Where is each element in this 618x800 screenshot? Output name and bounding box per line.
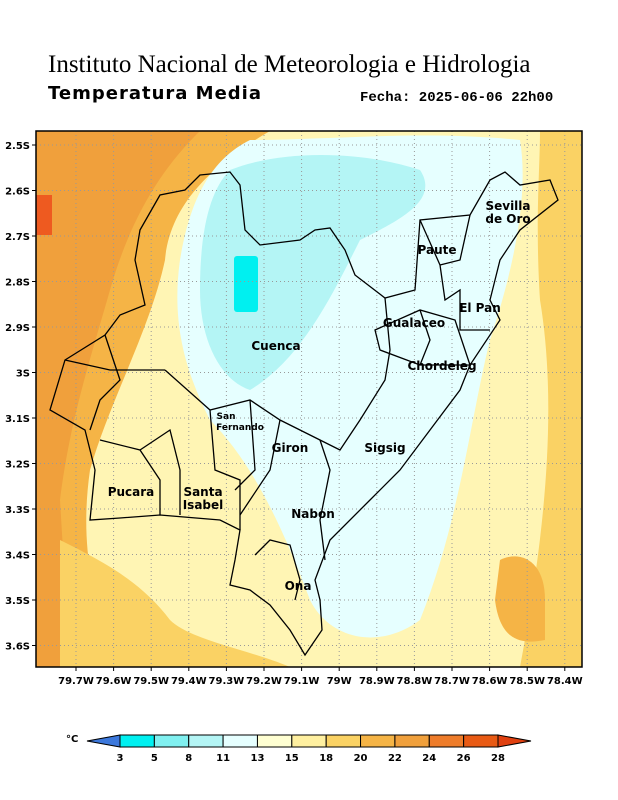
date: Fecha: 2025-06-06 22h00 xyxy=(360,90,553,106)
lon-label: 78.4W xyxy=(547,676,583,687)
subtitle: Temperatura Media xyxy=(48,83,262,104)
lon-label: 79.2W xyxy=(246,676,282,687)
colorbar-label: 26 xyxy=(457,753,471,764)
boundaries xyxy=(49,171,559,657)
lat-label: 3.4S xyxy=(5,551,30,562)
lat-label: 2.6S xyxy=(5,187,30,198)
lat-label: 3.1S xyxy=(5,414,30,425)
region-label: El Pan xyxy=(459,301,501,315)
region-label: Pucara xyxy=(108,485,155,499)
region-label: Chordeleg xyxy=(407,359,476,373)
region-label: San xyxy=(217,412,236,422)
colorbar-label: 24 xyxy=(422,753,436,764)
lon-label: 79.5W xyxy=(133,676,169,687)
colorbar-unit: °C xyxy=(66,734,78,745)
colorbar-label: 20 xyxy=(354,753,368,764)
colorbar-box xyxy=(222,734,258,748)
colorbar-box xyxy=(291,734,327,748)
colorbar-label: 11 xyxy=(216,753,230,764)
lat-label: 2.8S xyxy=(5,278,30,289)
colorbar-label: 5 xyxy=(151,753,158,764)
region-label: Santa xyxy=(183,485,222,499)
colorbar-arrow xyxy=(86,734,121,748)
region-label: Giron xyxy=(272,441,309,455)
colorbar-box xyxy=(119,734,155,748)
lat-label: 2.9S xyxy=(5,323,30,334)
colorbar-label: 13 xyxy=(250,753,264,764)
lat-label: 3.2S xyxy=(5,460,30,471)
colorbar-label: 15 xyxy=(285,753,299,764)
lat-label: 3.6S xyxy=(5,642,30,653)
colorbar-box xyxy=(256,734,293,748)
lat-label: 2.5S xyxy=(5,141,30,152)
region-label: Sevilla xyxy=(485,199,530,213)
colorbar-box xyxy=(428,734,465,748)
colorbar-label: 22 xyxy=(388,753,402,764)
lon-label: 78.6W xyxy=(472,676,508,687)
colorbar-box xyxy=(188,734,224,748)
lon-label: 79.7W xyxy=(58,676,94,687)
title: Instituto Nacional de Meteorologia e Hid… xyxy=(48,51,531,78)
colorbar-box xyxy=(360,734,396,748)
lon-label: 79.6W xyxy=(96,676,132,687)
lon-label: 79.1W xyxy=(284,676,320,687)
lon-label: 78.7W xyxy=(434,676,470,687)
region-label: Nabon xyxy=(291,507,335,521)
colorbar-box xyxy=(394,734,430,748)
lon-label: 79W xyxy=(327,676,352,687)
colorbar-label: 3 xyxy=(117,753,124,764)
lat-label: 3.3S xyxy=(5,505,30,516)
region-label: Sigsig xyxy=(364,441,405,455)
colorbar-label: 18 xyxy=(319,753,333,764)
lon-label: 78.8W xyxy=(397,676,433,687)
colorbar-box xyxy=(153,734,190,748)
region-label: Isabel xyxy=(183,498,224,512)
region-label: de Oro xyxy=(485,212,530,226)
colorbar-label: 28 xyxy=(491,753,505,764)
lon-label: 79.3W xyxy=(209,676,245,687)
map-frame xyxy=(35,130,583,668)
lon-label: 78.5W xyxy=(509,676,545,687)
lon-label: 79.4W xyxy=(171,676,207,687)
lon-label: 78.9W xyxy=(359,676,395,687)
lat-label: 3S xyxy=(16,369,30,380)
region-label: Fernando xyxy=(216,423,264,433)
lat-label: 3.5S xyxy=(5,596,30,607)
colorbar-box xyxy=(325,734,362,748)
colorbar-label: 8 xyxy=(185,753,192,764)
region-label: Ona xyxy=(285,579,312,593)
lat-label: 2.7S xyxy=(5,232,30,243)
region-label: Gualaceo xyxy=(383,316,445,330)
region-label: Cuenca xyxy=(251,339,300,353)
temperature-field xyxy=(36,131,582,667)
colorbar-box xyxy=(463,734,499,748)
region-label: Paute xyxy=(418,243,457,257)
colorbar-arrow xyxy=(497,734,532,748)
